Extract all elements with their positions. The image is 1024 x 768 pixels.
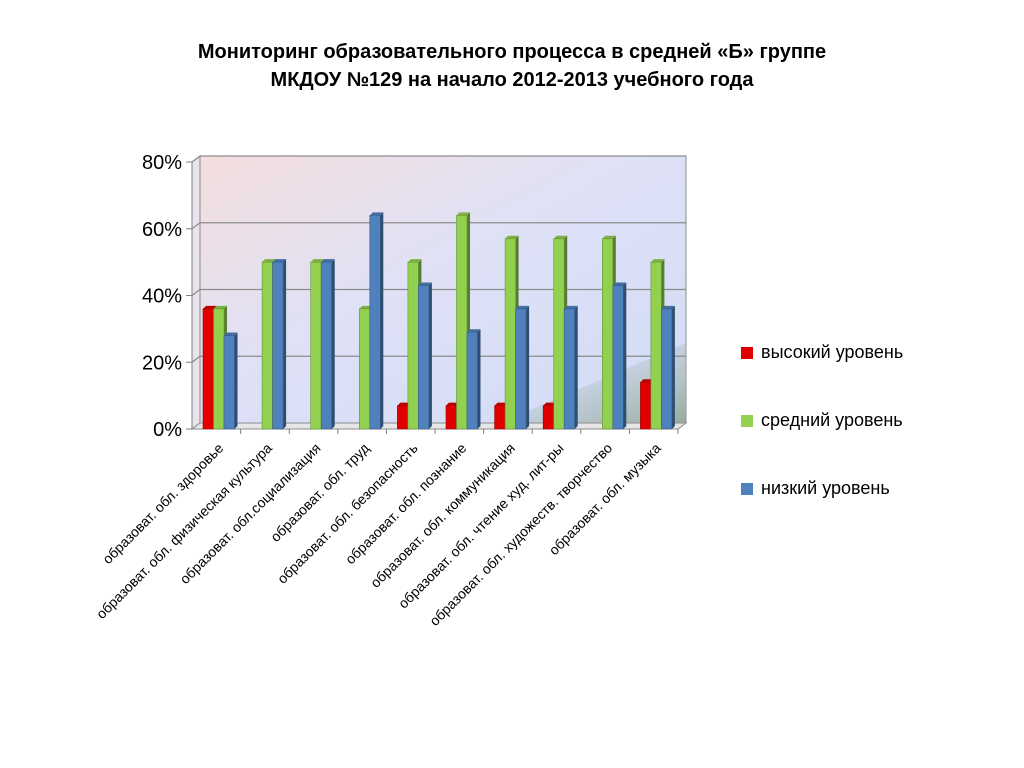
bar-top — [369, 212, 384, 216]
bar-top — [203, 305, 217, 309]
bar — [320, 259, 335, 430]
chart-title-line-2: МКДОУ №129 на начало 2012-2013 учебного … — [270, 69, 754, 91]
bar — [272, 259, 287, 430]
bar-front — [320, 261, 333, 430]
bars — [202, 212, 675, 430]
bar-side — [331, 259, 335, 429]
bar-top — [650, 259, 665, 263]
bar-top — [494, 402, 509, 406]
bar — [369, 212, 384, 430]
y-tick-label: 80% — [142, 152, 182, 174]
bar-top — [213, 305, 227, 309]
bar-front — [661, 308, 673, 430]
chart-title-line-1: Мониторинг образовательного процесса в с… — [197, 41, 827, 63]
grid-line — [191, 222, 686, 230]
bar-front — [261, 261, 273, 430]
y-axis-ticks: 0% 20% 40% 60% 80% — [142, 152, 193, 441]
y-tick-label: 0% — [153, 419, 182, 441]
bar-front — [272, 261, 284, 430]
bar — [661, 305, 675, 430]
bar-side — [380, 212, 384, 429]
bar-front — [466, 331, 478, 430]
legend-item-high: высокий уровень — [741, 340, 903, 364]
legend: высокий уровень средний уровень низкий у… — [741, 340, 903, 544]
bar-front — [358, 308, 371, 430]
bar-top — [612, 282, 627, 286]
bar-side — [283, 259, 287, 429]
legend-item-medium: средний уровень — [741, 408, 903, 432]
legend-label-high: высокий уровень — [761, 342, 904, 362]
bar-front — [310, 261, 322, 430]
grid-line — [191, 155, 686, 163]
grid-line — [191, 288, 686, 296]
bar-top — [602, 235, 616, 239]
legend-swatch-high — [741, 347, 753, 359]
bar-front — [515, 308, 527, 430]
bar-front — [650, 261, 662, 430]
bar-top — [397, 402, 411, 406]
bar-front — [456, 215, 468, 430]
bar-top — [310, 259, 325, 263]
chart-title: Мониторинг образовательного процесса в с… — [0, 38, 1024, 94]
bar-top — [467, 329, 481, 333]
legend-label-low: низкий уровень — [761, 478, 890, 498]
bar-front — [542, 405, 555, 430]
bar-top — [446, 402, 460, 406]
bar-top — [543, 402, 557, 406]
legend-swatch-low — [741, 483, 753, 495]
bar — [612, 282, 627, 430]
bar-side — [671, 305, 675, 429]
bar-side — [623, 282, 627, 429]
x-tick-label: образоват. обл. художеств. творчество — [426, 440, 615, 629]
bar-front — [213, 308, 225, 430]
bar — [223, 332, 238, 430]
bar-front — [494, 405, 506, 430]
bar-top — [418, 282, 432, 286]
bar-top — [359, 305, 373, 309]
x-tick-label: образоват. обл. физическая культура — [93, 440, 275, 622]
bar-front — [369, 215, 381, 430]
bar-front — [504, 238, 516, 430]
y-tick-label: 60% — [142, 219, 182, 241]
bar — [563, 305, 578, 430]
bar-side — [477, 329, 481, 429]
bar-front — [418, 285, 430, 430]
bar-top — [224, 332, 238, 336]
bar-top — [456, 212, 470, 216]
bar-top — [407, 259, 422, 263]
bar-side — [526, 305, 530, 429]
bar-front — [553, 238, 565, 430]
y-tick-label: 20% — [142, 352, 182, 374]
bar-top — [321, 259, 335, 263]
bar-top — [661, 305, 675, 309]
legend-label-medium: средний уровень — [761, 410, 903, 430]
bar-front — [202, 308, 214, 430]
legend-item-low: низкий уровень — [741, 476, 903, 500]
bar-side — [428, 282, 432, 429]
bar-top — [640, 379, 654, 383]
bar-top — [515, 305, 530, 309]
bar-top — [272, 259, 287, 263]
bar-front — [407, 261, 419, 430]
bar — [515, 305, 530, 430]
bar-front — [612, 285, 624, 430]
bar-side — [574, 305, 578, 429]
bar-top — [505, 235, 519, 239]
bar-front — [640, 381, 652, 430]
legend-swatch-medium — [741, 415, 753, 427]
bar-side — [234, 332, 238, 429]
bar-front — [563, 308, 576, 430]
bar-top — [564, 305, 578, 309]
bar-front — [445, 405, 457, 430]
bar-front — [397, 405, 409, 430]
bar — [418, 282, 432, 430]
bar-front — [223, 335, 235, 430]
bar-top — [553, 235, 568, 239]
bar-front — [601, 238, 614, 430]
bar-top — [262, 259, 276, 263]
bar — [466, 329, 481, 430]
y-tick-label: 40% — [142, 286, 182, 308]
